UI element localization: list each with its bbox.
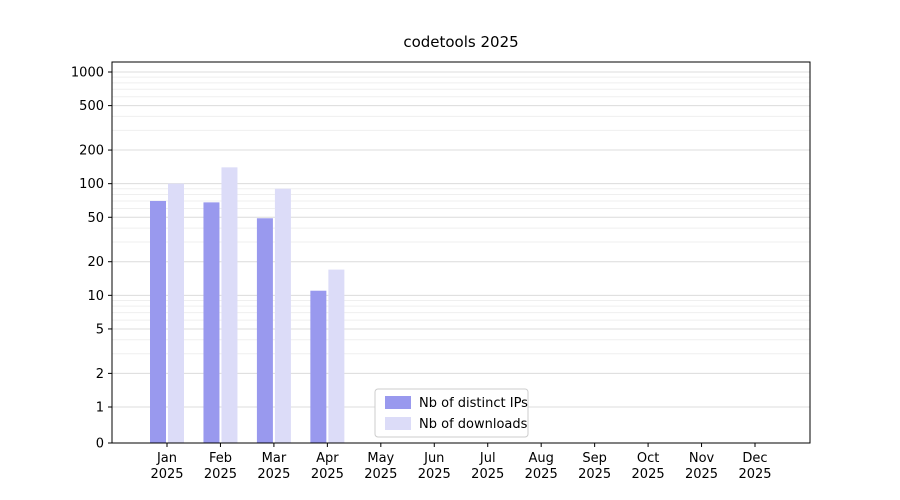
y-tick-label: 1 xyxy=(96,401,104,416)
x-tick-label-month: Mar xyxy=(262,451,287,466)
bar-downloads xyxy=(274,188,291,443)
x-tick-label-year: 2025 xyxy=(632,467,665,482)
y-tick-label: 20 xyxy=(87,255,104,270)
legend-swatch xyxy=(385,396,411,409)
bar-distinct-ips xyxy=(203,202,220,443)
bar-distinct-ips xyxy=(256,218,273,443)
y-tick-label: 10 xyxy=(87,289,104,304)
y-tick-label: 0 xyxy=(96,437,104,452)
x-tick-label-month: Sep xyxy=(582,451,607,466)
x-tick-label-month: Jun xyxy=(423,451,444,466)
x-tick-label-year: 2025 xyxy=(418,467,451,482)
x-tick-label-year: 2025 xyxy=(685,467,718,482)
x-tick-label-year: 2025 xyxy=(471,467,504,482)
x-tick-label-year: 2025 xyxy=(257,467,290,482)
legend-swatch xyxy=(385,417,411,430)
x-tick-label-month: Nov xyxy=(689,451,715,466)
x-tick-label-year: 2025 xyxy=(311,467,344,482)
x-tick-label-month: Oct xyxy=(637,451,659,466)
legend-label: Nb of distinct IPs xyxy=(419,396,528,411)
bar-distinct-ips xyxy=(310,290,327,443)
y-tick-label: 1000 xyxy=(71,66,104,81)
axes xyxy=(108,61,811,447)
x-tick-label-month: Jan xyxy=(156,451,177,466)
x-tick-label-month: Feb xyxy=(209,451,232,466)
x-tick-label-month: May xyxy=(367,451,394,466)
bar-downloads xyxy=(168,183,184,443)
bar-distinct-ips xyxy=(150,200,166,443)
x-tick-label-year: 2025 xyxy=(364,467,397,482)
legend: Nb of distinct IPs Nb of downloads xyxy=(374,388,529,438)
y-tick-label: 200 xyxy=(79,144,104,159)
plot-border xyxy=(111,61,811,444)
x-tick-label-year: 2025 xyxy=(150,467,183,482)
x-tick-label-year: 2025 xyxy=(578,467,611,482)
y-tick-label: 50 xyxy=(87,211,104,226)
bar-downloads xyxy=(221,167,238,443)
y-tick-label: 5 xyxy=(96,322,104,337)
x-tick-label-month: Apr xyxy=(316,451,339,466)
legend-label: Nb of downloads xyxy=(419,417,528,432)
x-tick-label-month: Jul xyxy=(479,451,496,466)
axis-labels: 01251020501002005001000Jan2025Feb2025Mar… xyxy=(71,66,772,483)
x-tick-label-year: 2025 xyxy=(738,467,771,482)
x-tick-label-month: Aug xyxy=(528,451,553,466)
y-tick-label: 500 xyxy=(79,99,104,114)
bar-downloads xyxy=(328,269,345,443)
chart-title: codetools 2025 xyxy=(403,33,518,51)
x-tick-label-year: 2025 xyxy=(204,467,237,482)
x-tick-label-month: Dec xyxy=(742,451,767,466)
bars xyxy=(150,167,345,443)
x-tick-label-year: 2025 xyxy=(525,467,558,482)
y-tick-label: 2 xyxy=(96,367,104,382)
legend-box xyxy=(374,388,529,438)
y-tick-label: 100 xyxy=(79,177,104,192)
